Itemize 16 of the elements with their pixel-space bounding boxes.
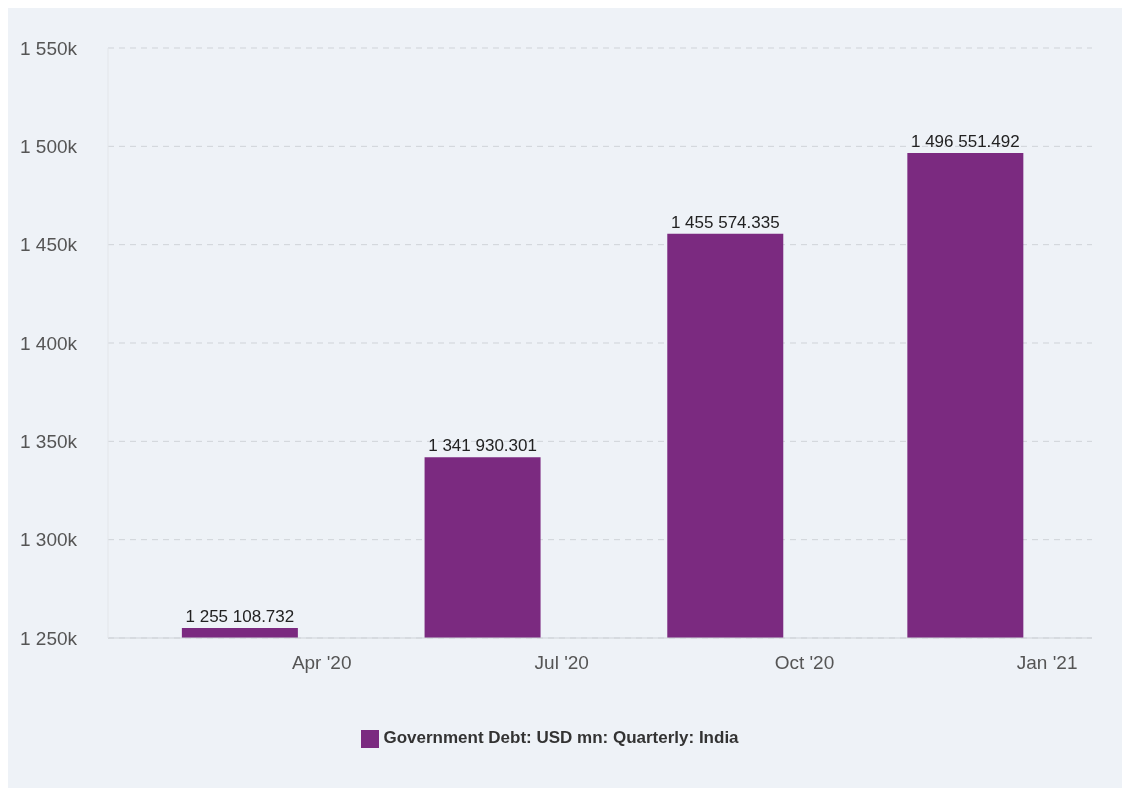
y-tick-label: 1 450k bbox=[20, 234, 78, 256]
y-tick-label: 1 350k bbox=[20, 431, 78, 453]
x-tick-label: Apr '20 bbox=[291, 652, 352, 674]
data-label: 1 496 551.492 bbox=[910, 132, 1020, 152]
y-tick-label: 1 250k bbox=[20, 627, 78, 649]
x-tick-label: Jul '20 bbox=[534, 652, 589, 674]
y-tick-label: 1 500k bbox=[20, 136, 78, 158]
x-tick-label: Oct '20 bbox=[774, 652, 835, 674]
y-tick-label: 1 300k bbox=[20, 529, 78, 551]
y-tick-label: 1 550k bbox=[20, 37, 78, 59]
data-label: 1 255 108.732 bbox=[185, 606, 295, 626]
data-label: 1 341 930.301 bbox=[428, 436, 537, 456]
data-label: 1 455 574.335 bbox=[670, 212, 780, 232]
x-tick-label: Jan '21 bbox=[1016, 652, 1078, 674]
legend-label: Government Debt: USD mn: Quarterly: India bbox=[383, 728, 739, 747]
y-tick-label: 1 400k bbox=[20, 332, 78, 354]
